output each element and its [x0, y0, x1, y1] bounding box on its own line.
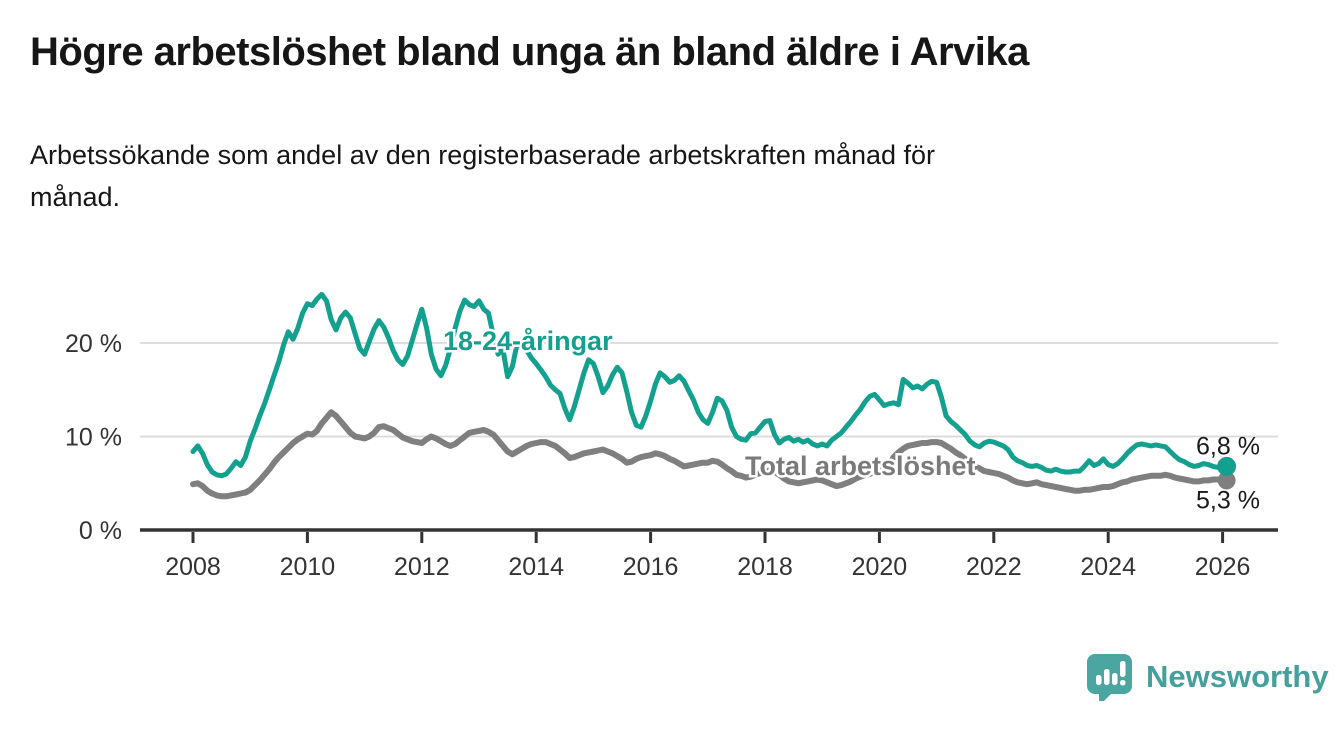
brand-name: Newsworthy [1146, 659, 1329, 694]
x-tick-label-2008: 2008 [165, 553, 221, 581]
y-tick-label-20: 20 % [65, 330, 122, 358]
brand-footer: Newsworthy [1086, 653, 1329, 701]
logo-exclamation-dot [1120, 680, 1126, 686]
x-tick-label-2024: 2024 [1080, 553, 1136, 581]
series-end-dot-1 [1217, 471, 1236, 490]
page-subtitle-line1: Arbetssökande som andel av den registerb… [30, 140, 936, 170]
series-end-label-1: 5,3 % [1196, 486, 1260, 514]
logo-bar-tall [1104, 669, 1110, 685]
series-end-dot-0 [1217, 456, 1237, 476]
series-name-label-0: 18-24-åringar [443, 326, 613, 356]
x-tick-label-2018: 2018 [737, 553, 793, 581]
x-tick-label-2026: 2026 [1195, 553, 1251, 581]
series-name-label-1: Total arbetslöshet [745, 451, 976, 481]
newsworthy-logo-icon [1087, 654, 1132, 701]
x-tick-label-2020: 2020 [852, 553, 908, 581]
x-tick-label-2012: 2012 [394, 553, 450, 581]
logo-bar-small [1096, 675, 1102, 685]
x-tick-label-2010: 2010 [280, 553, 336, 581]
y-tick-label-10: 10 % [65, 424, 122, 452]
x-tick-label-2022: 2022 [966, 553, 1022, 581]
y-tick-label-0: 0 % [79, 517, 122, 545]
page-title: Högre arbetslöshet bland unga än bland ä… [30, 30, 1029, 74]
x-tick-label-2016: 2016 [623, 553, 679, 581]
x-tick-label-2014: 2014 [508, 553, 564, 581]
page-subtitle-line2: månad. [30, 182, 121, 212]
page-subtitle: Arbetssökande som andel av den registerb… [30, 134, 935, 218]
logo-exclamation-bar [1120, 661, 1126, 677]
series-line-1 [190, 409, 1226, 500]
logo-bar-medium [1112, 673, 1118, 685]
series-line-0 [190, 291, 1226, 479]
series-end-label-0: 6,8 % [1196, 432, 1260, 460]
